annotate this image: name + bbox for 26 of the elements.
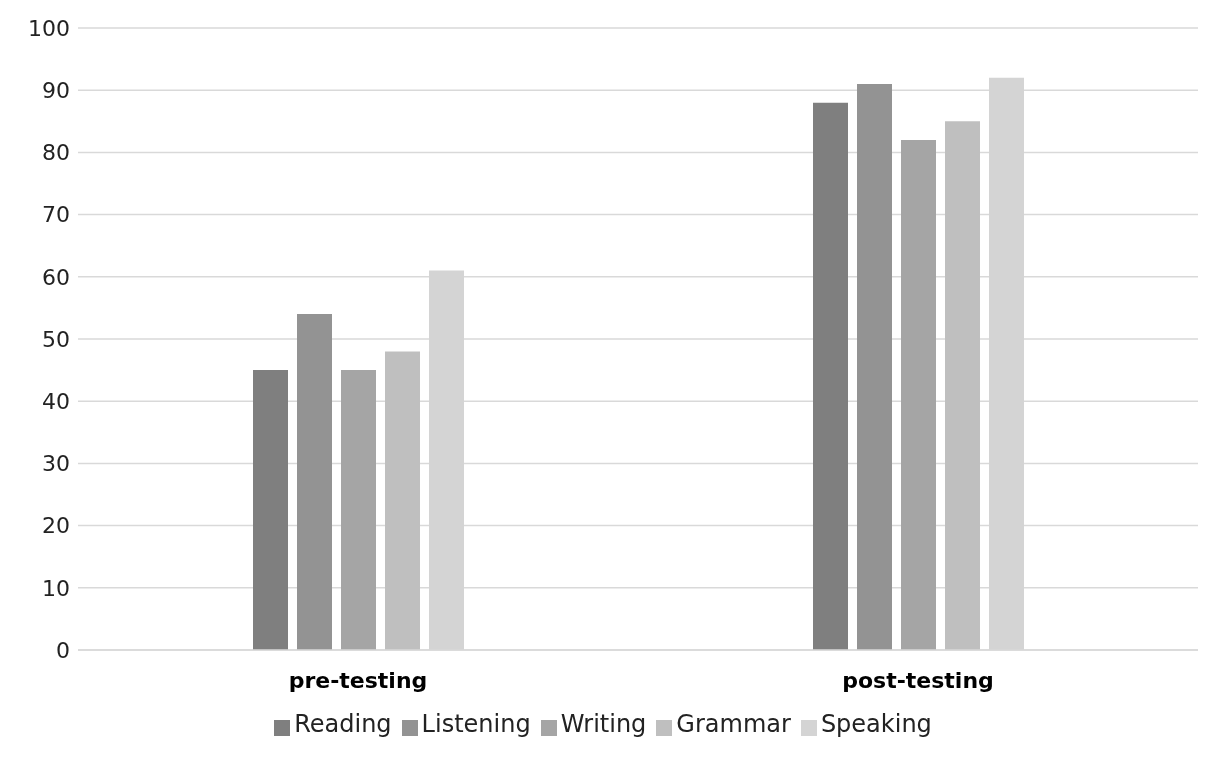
y-tick-label: 0: [56, 637, 70, 663]
bar: [945, 121, 980, 650]
y-tick-label: 10: [42, 575, 70, 601]
bar: [341, 370, 376, 650]
y-tick-label: 80: [42, 140, 70, 166]
y-tick-label: 70: [42, 202, 70, 228]
bar: [901, 139, 936, 650]
y-tick-label: 60: [42, 264, 70, 290]
y-tick-label: 30: [42, 451, 70, 477]
bar: [297, 314, 332, 650]
bar: [813, 102, 848, 650]
y-tick-label: 40: [42, 389, 70, 415]
legend-label: Reading: [294, 710, 392, 738]
legend-label: Listening: [421, 710, 531, 738]
bar: [385, 351, 420, 650]
bar: [857, 83, 892, 650]
y-tick-label: 90: [42, 78, 70, 104]
y-tick-label: 50: [42, 326, 70, 352]
x-tick-label: pre-testing: [288, 667, 428, 693]
legend-label: Grammar: [676, 710, 791, 738]
y-tick-label: 100: [28, 15, 70, 41]
y-tick-label: 20: [42, 513, 70, 539]
legend-label: Speaking: [820, 710, 932, 738]
bar: [253, 370, 288, 650]
legend-label: Writing: [560, 710, 647, 738]
x-tick-label: post-testing: [842, 667, 994, 693]
